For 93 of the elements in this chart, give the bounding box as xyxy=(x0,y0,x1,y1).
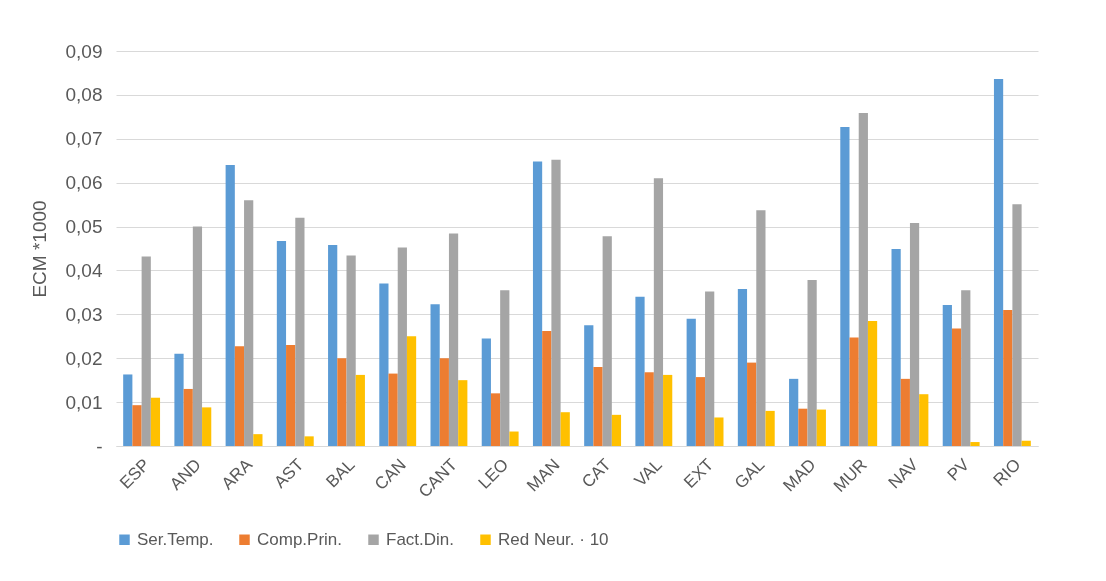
legend-label: Ser.Temp. xyxy=(137,529,214,549)
bar xyxy=(644,372,654,446)
bar xyxy=(500,290,510,446)
bar xyxy=(807,280,817,446)
y-tick-label: 0,04 xyxy=(65,259,103,281)
bar xyxy=(304,436,314,446)
bar xyxy=(747,362,757,446)
bar xyxy=(602,236,612,446)
bar xyxy=(1003,309,1013,446)
x-tick-label: GAL xyxy=(730,455,769,493)
bar xyxy=(686,318,696,446)
bar xyxy=(858,112,868,446)
bar xyxy=(695,377,706,446)
bar xyxy=(141,256,151,446)
bar xyxy=(891,248,901,446)
y-tick-label: 0,07 xyxy=(65,128,103,150)
bar xyxy=(397,247,407,446)
bar xyxy=(406,336,417,446)
bar xyxy=(961,290,971,446)
bar xyxy=(244,200,254,446)
y-tick-label: 0,06 xyxy=(65,172,103,194)
bar xyxy=(635,296,645,446)
bar xyxy=(132,405,142,446)
legend-label: Red Neur. · 10 xyxy=(498,529,609,549)
bar xyxy=(900,378,910,446)
bar xyxy=(584,325,594,446)
x-tick-label: CAT xyxy=(578,455,615,492)
y-tick-label: 0,05 xyxy=(65,216,103,238)
bar xyxy=(840,126,850,446)
bar xyxy=(202,407,212,446)
bar xyxy=(458,380,468,446)
x-tick-label: RIO xyxy=(989,455,1025,490)
bar xyxy=(867,320,878,446)
bar xyxy=(448,233,459,446)
bar xyxy=(942,305,952,446)
bar xyxy=(123,374,133,446)
bar xyxy=(756,210,766,446)
bar xyxy=(1012,204,1022,446)
bar xyxy=(490,393,501,446)
bar xyxy=(737,288,748,446)
bar xyxy=(253,434,263,446)
bar xyxy=(798,408,808,446)
bar xyxy=(174,353,184,446)
bar xyxy=(560,412,570,446)
bar xyxy=(663,374,673,446)
x-tick-label: BAL xyxy=(322,455,359,492)
bar xyxy=(481,338,491,446)
bar xyxy=(970,442,980,446)
legend-label: Comp.Prin. xyxy=(257,529,343,549)
bar xyxy=(388,373,398,446)
bar xyxy=(295,217,305,446)
bar xyxy=(765,410,775,446)
y-tick-label: 0,03 xyxy=(65,303,103,325)
bar xyxy=(346,255,356,446)
x-tick-label: PV xyxy=(943,454,974,485)
y-tick-label: 0,02 xyxy=(65,347,103,369)
bar xyxy=(951,328,962,446)
bar xyxy=(551,159,561,446)
y-axis-title: ECM *1000 xyxy=(28,200,50,298)
bar xyxy=(192,226,203,446)
bar xyxy=(849,337,859,446)
bar xyxy=(183,388,193,446)
bar xyxy=(276,241,287,446)
y-tick-label: 0,09 xyxy=(65,40,103,62)
bar xyxy=(379,283,389,446)
x-tick-label: VAL xyxy=(630,455,666,491)
bar xyxy=(439,358,449,446)
bar xyxy=(714,417,724,446)
bar xyxy=(611,414,622,446)
bar xyxy=(593,367,603,446)
bar xyxy=(653,178,664,446)
bar xyxy=(1021,440,1031,446)
bar xyxy=(337,358,347,446)
bar xyxy=(705,291,715,446)
bar xyxy=(225,165,235,446)
bar xyxy=(286,345,296,446)
y-tick-label: 0,08 xyxy=(65,84,103,106)
bar xyxy=(542,331,552,446)
bar xyxy=(328,244,338,446)
bar xyxy=(150,397,161,446)
y-tick-label: 0,01 xyxy=(65,391,103,413)
bar xyxy=(789,378,799,446)
bar xyxy=(430,304,440,446)
legend-label: Fact.Din. xyxy=(386,529,455,549)
bar xyxy=(509,431,519,446)
y-tick-label: - xyxy=(96,435,103,457)
bar xyxy=(234,346,245,446)
bar xyxy=(909,223,920,446)
bar xyxy=(532,161,543,446)
bar xyxy=(355,374,365,446)
bar xyxy=(993,79,1004,446)
bar xyxy=(816,409,826,446)
bar xyxy=(919,394,929,446)
